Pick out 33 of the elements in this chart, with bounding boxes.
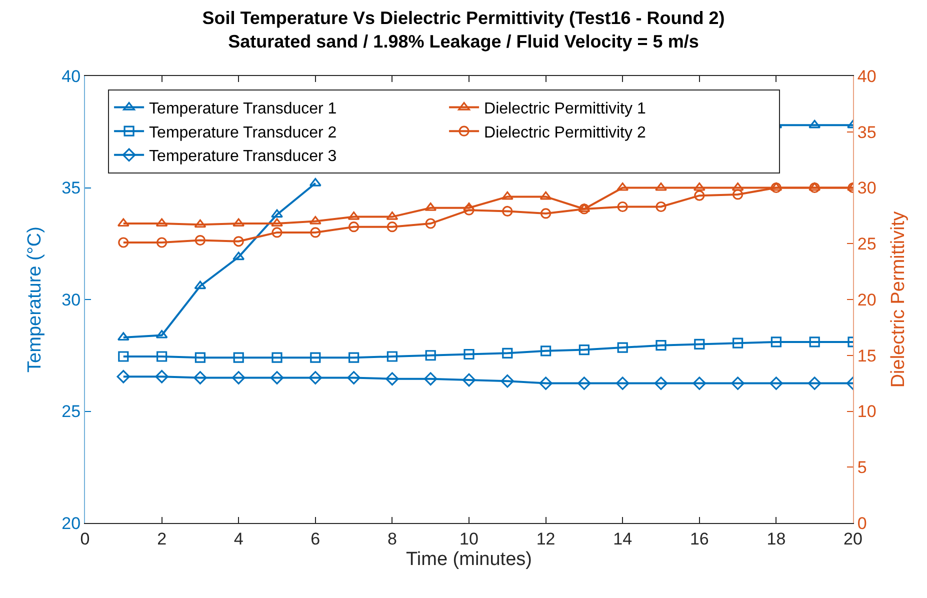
y-axis-title: Temperature (°C) <box>24 226 46 372</box>
y2-tick-label: 35 <box>857 122 876 142</box>
x-tick-label: 2 <box>157 529 167 548</box>
x-tick-label: 8 <box>387 529 397 548</box>
chart-title: Soil Temperature Vs Dielectric Permittivity (Test16 - Round 2) <box>202 8 725 28</box>
x-axis-title: Time (minutes) <box>406 549 532 570</box>
y-tick-label: 30 <box>62 290 81 310</box>
legend-label: Temperature Transducer 3 <box>149 148 337 166</box>
y2-axis-title: Dielectric Permittivity <box>888 210 910 388</box>
y2-tick-label: 5 <box>857 458 867 478</box>
legend-label: Temperature Transducer 2 <box>149 124 337 142</box>
y2-tick-label: 20 <box>857 290 876 310</box>
x-tick-label: 6 <box>310 529 320 548</box>
legend-label: Dielectric Permittivity 1 <box>484 100 646 118</box>
y2-tick-label: 10 <box>857 402 876 422</box>
x-tick-label: 10 <box>460 529 478 548</box>
x-tick-label: 14 <box>613 529 632 548</box>
x-tick-label: 18 <box>766 529 786 548</box>
y-tick-label: 20 <box>62 514 81 533</box>
legend-label: Dielectric Permittivity 2 <box>484 124 646 142</box>
y2-tick-label: 30 <box>857 178 876 198</box>
y-tick-label: 25 <box>62 402 81 422</box>
y2-tick-label: 40 <box>857 66 876 86</box>
legend-label: Temperature Transducer 1 <box>149 100 337 118</box>
x-tick-label: 16 <box>690 529 709 548</box>
x-tick-label: 0 <box>80 529 90 548</box>
y-tick-label: 40 <box>62 66 81 86</box>
y-tick-label: 35 <box>62 178 81 198</box>
x-tick-label: 12 <box>536 529 556 548</box>
chart-subtitle: Saturated sand / 1.98% Leakage / Fluid Velocity = 5 m/s <box>228 31 699 52</box>
y2-tick-label: 25 <box>857 234 876 254</box>
x-tick-label: 4 <box>234 529 244 548</box>
y2-tick-label: 15 <box>857 346 876 366</box>
